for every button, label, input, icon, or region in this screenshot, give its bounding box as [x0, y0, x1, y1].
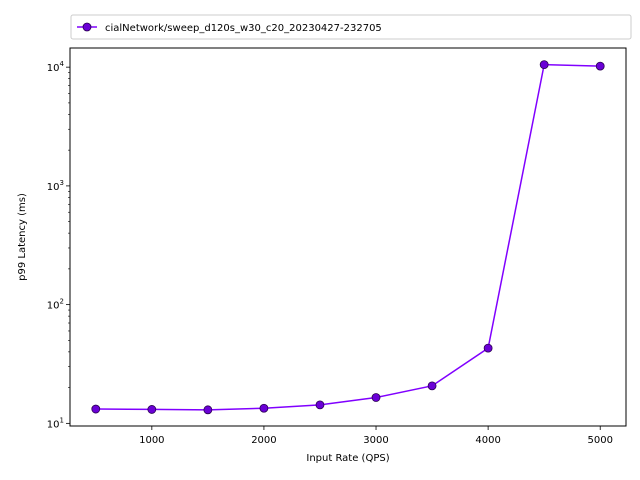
data-point	[91, 404, 101, 414]
y-tick-label: 103	[47, 179, 64, 193]
x-axis-label: Input Rate (QPS)	[306, 453, 389, 464]
data-point	[147, 405, 157, 414]
y-axis-label: p99 Latency (ms)	[17, 193, 28, 281]
x-tick-label: 5000	[587, 435, 612, 446]
data-point	[483, 343, 493, 353]
data-point	[427, 381, 437, 391]
legend: cialNetwork/sweep_d120s_w30_c20_20230427…	[70, 14, 632, 40]
data-point	[259, 403, 269, 413]
legend-marker-sample	[82, 22, 92, 32]
plot-frame	[69, 47, 627, 427]
x-tick-label: 1000	[139, 435, 164, 446]
data-point	[539, 60, 549, 70]
y-tick-label: 101	[47, 416, 64, 430]
data-point	[371, 393, 381, 402]
y-tick-label: 104	[47, 60, 65, 74]
x-tick-label: 2000	[251, 435, 276, 446]
data-point	[315, 400, 325, 410]
x-tick-label: 4000	[475, 435, 500, 446]
axis-ticks: 1000 2000 3000 4000 5000 101 102 103 104	[47, 60, 613, 446]
legend-box	[70, 14, 632, 40]
y-tick-label: 102	[47, 298, 64, 312]
series-line	[95, 63, 601, 411]
data-point	[595, 61, 605, 71]
series-layer	[91, 60, 605, 415]
data-point	[203, 405, 213, 415]
legend-series-label: cialNetwork/sweep_d120s_w30_c20_20230427…	[105, 23, 382, 34]
x-tick-label: 3000	[363, 435, 388, 446]
